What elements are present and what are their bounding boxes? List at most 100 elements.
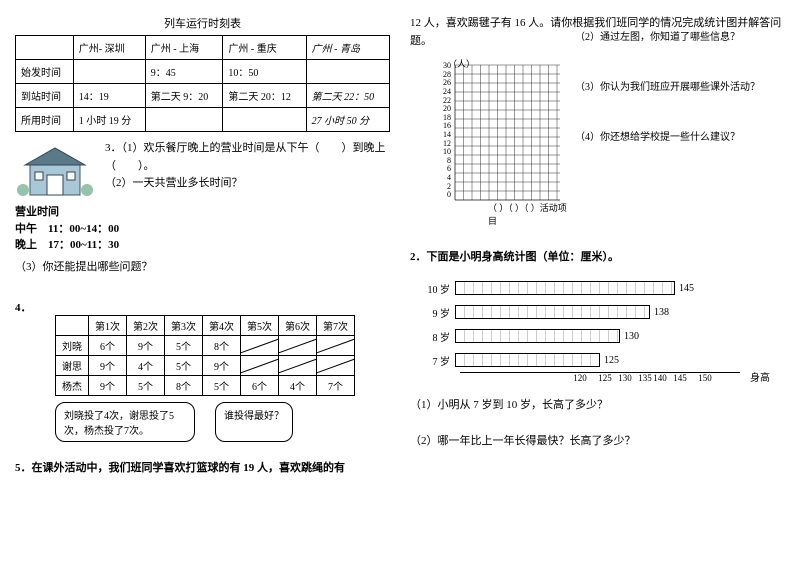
cell: 始发时间 [16, 60, 74, 84]
q4-cell [279, 335, 317, 355]
cell [306, 60, 389, 84]
q2-sub1: （1）小明从 7 岁到 10 岁，长高了多少？ [410, 397, 785, 415]
q4-cell: 杨杰 [56, 375, 89, 395]
hbar-value: 130 [620, 331, 639, 342]
q4-cell: 9个 [89, 355, 127, 375]
q4-cell: 9个 [127, 335, 165, 355]
chart1-ylabel: （人） [448, 57, 475, 70]
cell: 10：50 [223, 60, 306, 84]
hbar-tick: 150 [698, 373, 712, 383]
hbar-bar [455, 329, 620, 343]
hbar-row: 9 岁 138 [420, 300, 785, 324]
hbar-row: 7 岁 125 [420, 348, 785, 372]
q4-cell [317, 355, 355, 375]
q4-hdr: 第6次 [279, 315, 317, 335]
hbar-value: 138 [650, 307, 669, 318]
biz-noon: 中午 11：00~14：00 [15, 221, 390, 238]
cell: 到站时间 [16, 84, 74, 108]
q3-sub3: （3）你还能提出哪些问题？ [15, 258, 390, 274]
q4-num: 4． [15, 302, 32, 314]
q2-sub2: （2）哪一年比上一年长得最快？长高了多少？ [410, 433, 785, 451]
cell [73, 60, 145, 84]
hbar-bar [455, 305, 650, 319]
chart1-q3: （3）你认为我们班应开展哪些课外活动？ [575, 75, 775, 100]
q4-hdr: 第3次 [165, 315, 203, 335]
q3-line2: （2）一天共营业多长时间？ [105, 175, 390, 193]
hbar-value: 145 [675, 283, 694, 294]
q4-hdr: 第5次 [241, 315, 279, 335]
q4-cell: 6个 [89, 335, 127, 355]
hbar-row: 10 岁 145 [420, 276, 785, 300]
q4-hdr: 第2次 [127, 315, 165, 335]
q4-cell: 5个 [203, 375, 241, 395]
hdr: 广州 - 上海 [145, 36, 223, 60]
cell: 1 小时 19 分 [73, 108, 145, 132]
q4-cell: 谢思 [56, 355, 89, 375]
hbar-bar [455, 281, 675, 295]
q4-cell: 4个 [279, 375, 317, 395]
q4-cell: 7个 [317, 375, 355, 395]
hbar-label: 9 岁 [420, 305, 455, 320]
q4-hdr: 第1次 [89, 315, 127, 335]
biz-title: 营业时间 [15, 204, 390, 221]
q4-cell [279, 355, 317, 375]
hdr: 广州 - 重庆 [223, 36, 306, 60]
q4-cell: 刘晓 [56, 335, 89, 355]
height-chart: 10 岁 1459 岁 1388 岁 1307 岁 125 身高 1201251… [420, 276, 785, 387]
q4-cell [317, 335, 355, 355]
hdr [16, 36, 74, 60]
q4-hdr: 第4次 [203, 315, 241, 335]
biz-eve: 晚上 17：00~11：30 [15, 237, 390, 254]
q4-hdr: 第7次 [317, 315, 355, 335]
cell [223, 108, 306, 132]
cell: 第二天 22：50 [306, 84, 389, 108]
q4-cell: 6个 [241, 375, 279, 395]
cell: 14：19 [73, 84, 145, 108]
cell: 所用时间 [16, 108, 74, 132]
q4-hdr [56, 315, 89, 335]
q4-cell: 4个 [127, 355, 165, 375]
hbar-value: 125 [600, 355, 619, 366]
schedule-table: 广州- 深圳 广州 - 上海 广州 - 重庆 广州 - 青岛 始发时间 9：45… [15, 35, 390, 132]
hbar-tick: 145 [673, 373, 687, 383]
q4-cell: 5个 [127, 375, 165, 395]
cell: 第二天 20：12 [223, 84, 306, 108]
q4-cell [241, 335, 279, 355]
house-icon [15, 140, 95, 200]
q4-cell: 8个 [165, 375, 203, 395]
q4-cell: 8个 [203, 335, 241, 355]
hbar-bar [455, 353, 600, 367]
q4-cell: 5个 [165, 355, 203, 375]
hbar-tick: 140 [653, 373, 667, 383]
hbar-label: 8 岁 [420, 329, 455, 344]
q3-line1: 3．（1）欢乐餐厅晚上的营业时间是从下午（ ）到晚上（ ）。 [105, 140, 390, 175]
hbar-label: 7 岁 [420, 353, 455, 368]
q2-title: 2．下面是小明身高统计图（单位：厘米）。 [410, 248, 785, 264]
q4-table: 第1次第2次第3次第4次第5次第6次第7次刘晓6个9个5个8个谢思9个4个5个9… [55, 315, 355, 396]
cell [145, 108, 223, 132]
hbar-tick: 130 [618, 373, 632, 383]
bar-chart-blank: （人） 302826242220181614121086420 （ ）（ ）（ … [410, 60, 785, 213]
cell: 9：45 [145, 60, 223, 84]
chart1-q2: （2）通过左图，你知道了哪些信息？ [575, 25, 775, 50]
q4-cell: 9个 [89, 375, 127, 395]
chart1-xlabel: （ ）（ ）（ ）活动项目 [488, 201, 570, 227]
hbar-xlabel: 身高 [750, 369, 770, 384]
cell: 第二天 9：20 [145, 84, 223, 108]
q5-text: 5．在课外活动中，我们班同学喜欢打篮球的有 19 人，喜欢跳绳的有 [15, 460, 390, 478]
hdr: 广州 - 青岛 [306, 36, 389, 60]
chart1-q4: （4）你还想给学校提一些什么建议？ [575, 125, 775, 150]
q4-cell: 5个 [165, 335, 203, 355]
q4-cell: 9个 [203, 355, 241, 375]
q4-cell [241, 355, 279, 375]
hbar-tick: 135 [638, 373, 652, 383]
hbar-label: 10 岁 [420, 281, 455, 296]
speech-bubble-2: 谁投得最好？ [215, 402, 293, 442]
hbar-tick: 120 [573, 373, 587, 383]
hdr: 广州- 深圳 [73, 36, 145, 60]
schedule-title: 列车运行时刻表 [15, 15, 390, 31]
cell: 27 小时 50 分 [306, 108, 389, 132]
hbar-tick: 125 [598, 373, 612, 383]
speech-bubble-1: 刘晓投了4次，谢思投了5次，杨杰投了7次。 [55, 402, 195, 442]
hbar-row: 8 岁 130 [420, 324, 785, 348]
